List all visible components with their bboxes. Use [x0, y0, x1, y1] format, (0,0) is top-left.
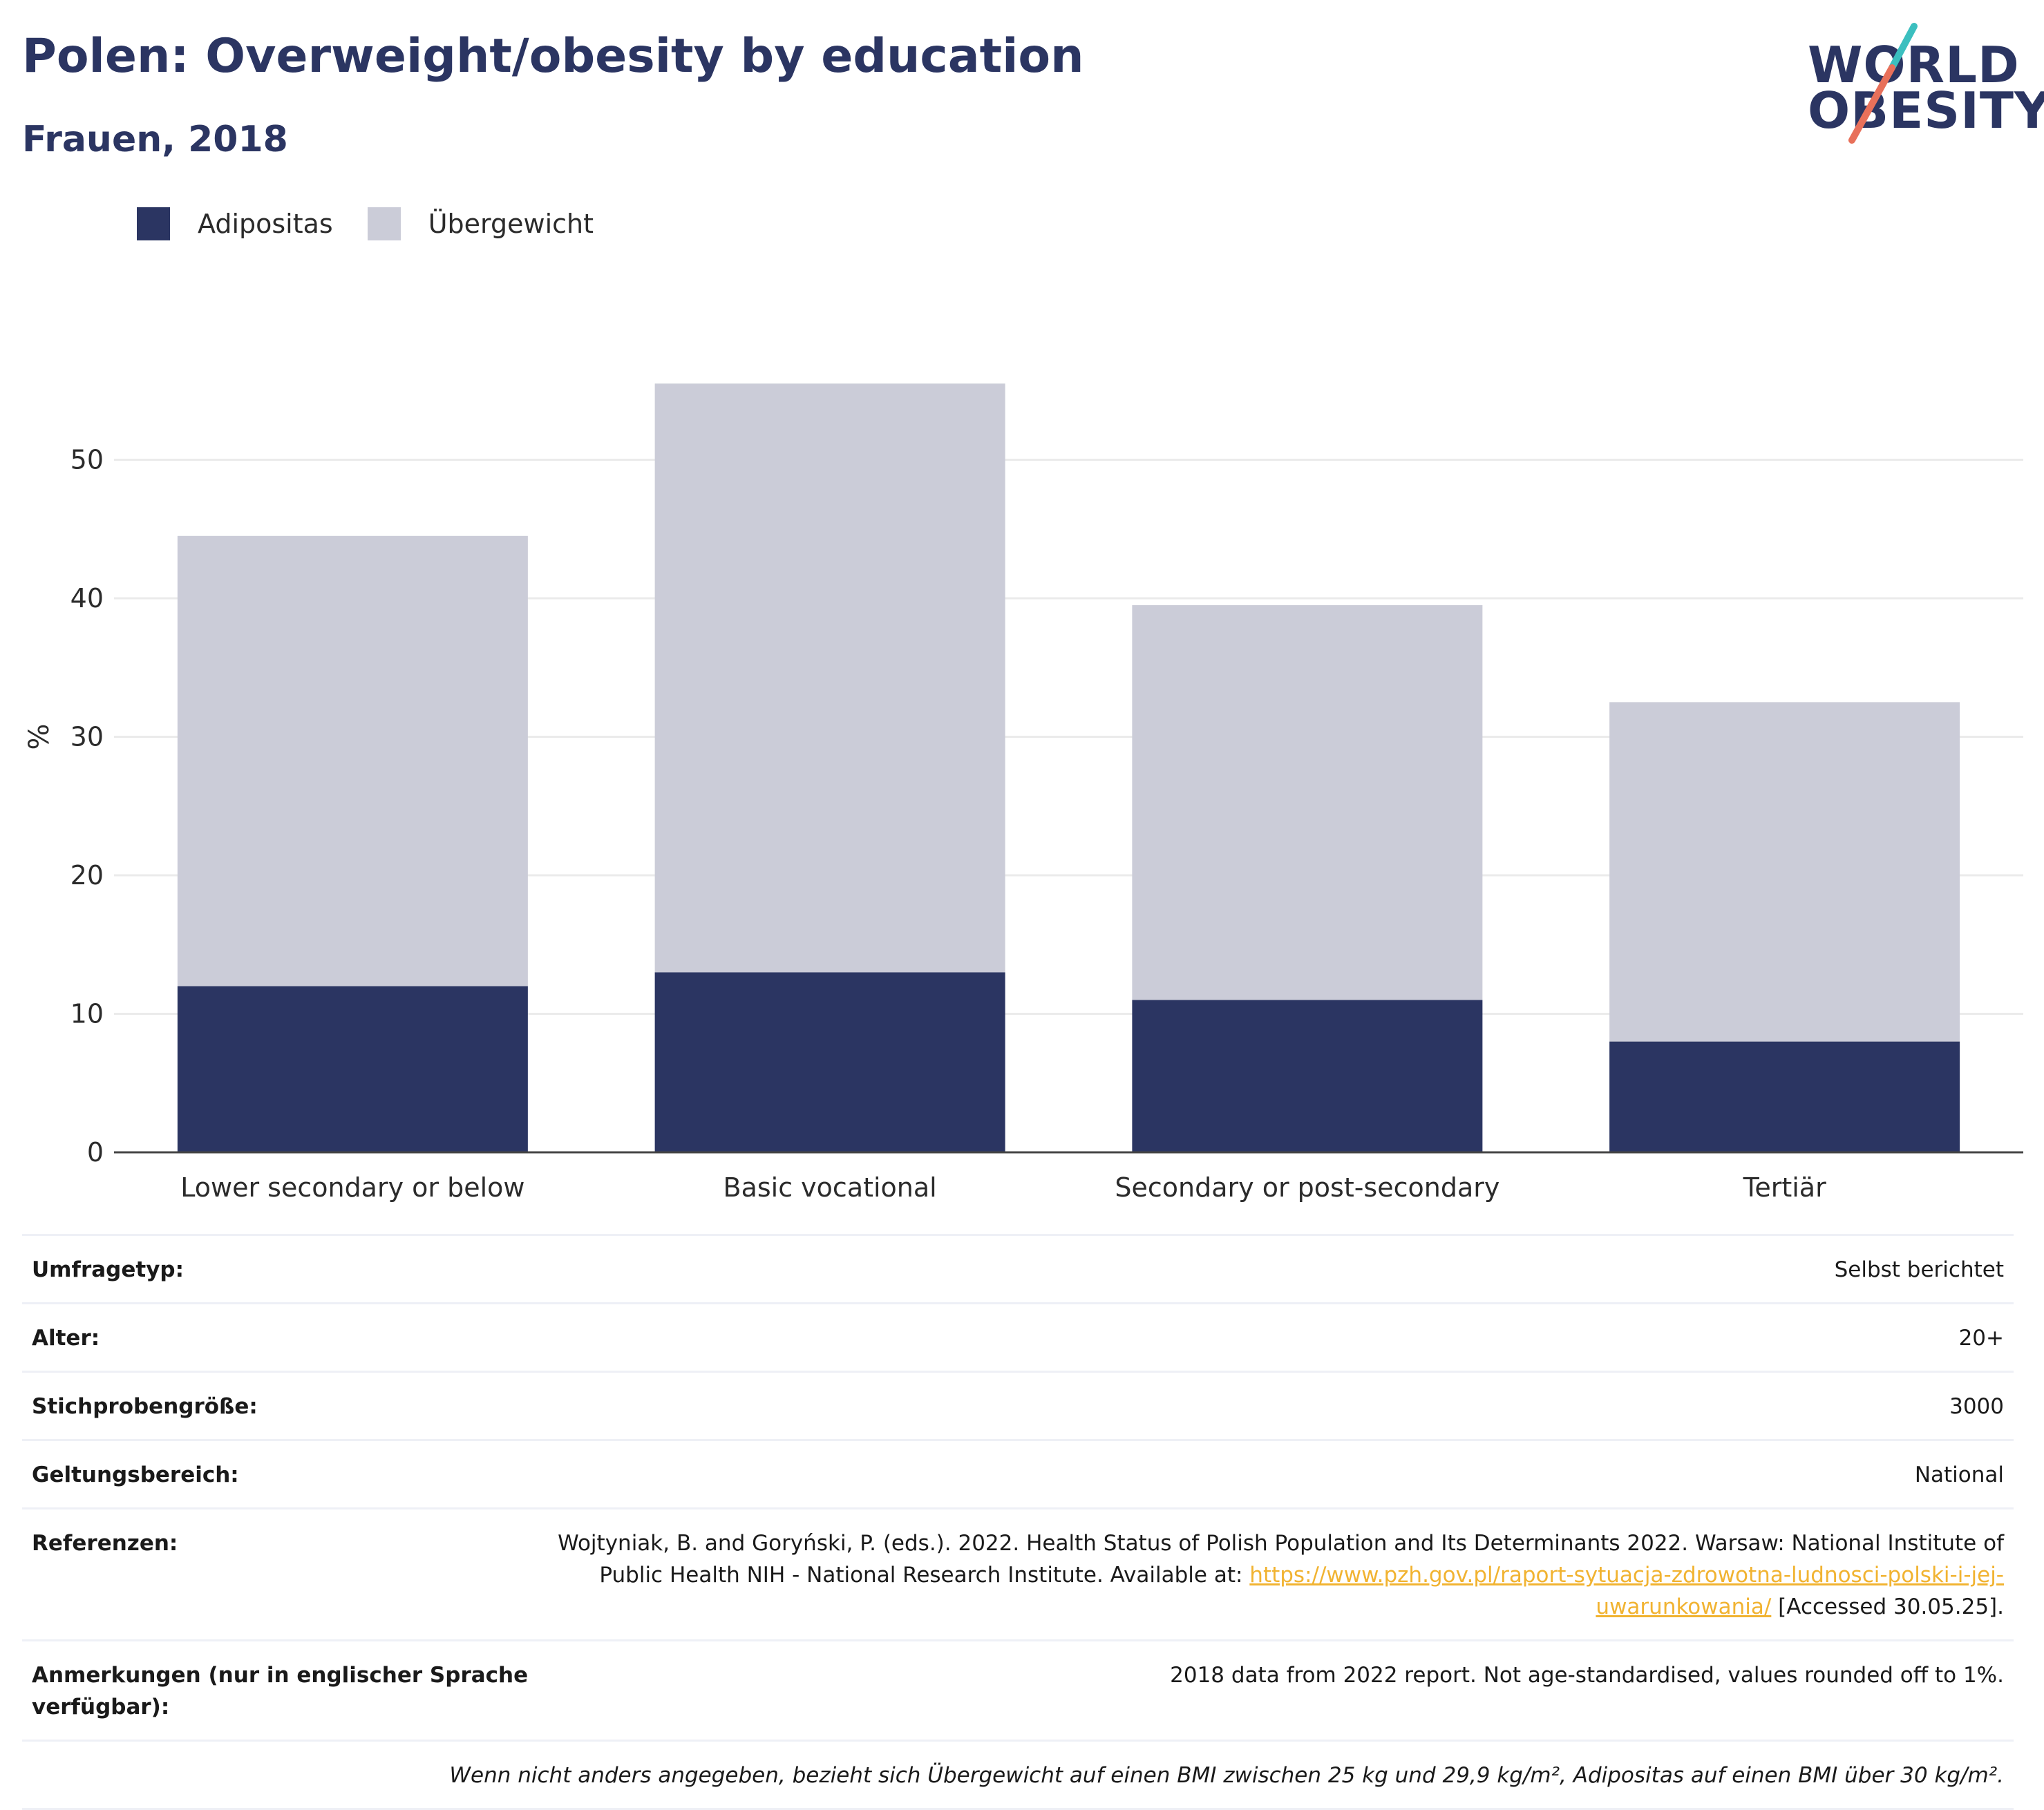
- logo-word-world: WORLD: [1808, 36, 2020, 94]
- legend-item-uebergewicht[interactable]: Übergewicht: [367, 207, 594, 240]
- chart-legend: Adipositas Übergewicht: [137, 202, 628, 246]
- reference-link[interactable]: https://www.pzh.gov.pl/raport-sytuacja-z…: [1249, 1563, 2004, 1619]
- logo-slash-icon: [1848, 23, 1918, 144]
- meta-key: Geltungsbereich:: [32, 1463, 239, 1487]
- meta-row-sample-size: Stichprobengröße: 3000: [22, 1373, 2014, 1441]
- bar-adipositas: [1609, 1041, 1960, 1152]
- bar-adipositas: [177, 986, 528, 1152]
- logo-word-obesity: OBESITY: [1808, 82, 2044, 140]
- y-tick-label: 40: [70, 583, 104, 613]
- meta-key: Anmerkungen (nur in englischer Sprache v…: [32, 1663, 529, 1720]
- meta-key: Stichprobengröße:: [32, 1394, 258, 1419]
- x-tick-label: Secondary or post-secondary: [1115, 1172, 1499, 1203]
- meta-row-notes: Anmerkungen (nur in englischer Sprache v…: [22, 1641, 2014, 1742]
- meta-key: Alter:: [32, 1326, 100, 1351]
- legend-swatch-uebergewicht: [367, 207, 401, 240]
- y-tick-label: 0: [87, 1137, 104, 1168]
- meta-value: 2018 data from 2022 report. Not age-stan…: [1170, 1663, 2004, 1688]
- meta-key: Referenzen:: [32, 1531, 178, 1556]
- meta-value: Selbst berichtet: [1834, 1257, 2004, 1282]
- meta-row-survey-type: Umfragetyp: Selbst berichtet: [22, 1236, 2014, 1304]
- legend-label-adipositas: Adipositas: [198, 209, 333, 239]
- meta-value: 20+: [1958, 1326, 2004, 1351]
- reference-accessed: [Accessed 30.05.25].: [1771, 1594, 2004, 1619]
- world-obesity-logo[interactable]: WORLD OBESITY: [1797, 19, 2044, 151]
- bar-uebergewicht: [654, 383, 1005, 973]
- legend-item-adipositas[interactable]: Adipositas: [137, 207, 333, 240]
- reference-text: Wojtyniak, B. and Goryński, P. (eds.). 2…: [558, 1531, 2004, 1588]
- bar-adipositas: [1132, 1000, 1483, 1152]
- bar-adipositas: [654, 972, 1005, 1152]
- meta-value: National: [1914, 1463, 2004, 1487]
- meta-row-scope: Geltungsbereich: National: [22, 1441, 2014, 1509]
- y-tick-label: 10: [70, 999, 104, 1029]
- metadata-table: Umfragetyp: Selbst berichtet Alter: 20+ …: [22, 1234, 2014, 1810]
- legend-swatch-adipositas: [137, 207, 170, 240]
- legend-label-uebergewicht: Übergewicht: [428, 209, 594, 239]
- x-tick-label: Tertiär: [1743, 1172, 1827, 1203]
- page-subtitle: Frauen, 2018: [22, 119, 288, 160]
- bar-uebergewicht: [1609, 702, 1960, 1042]
- y-axis-title: %: [23, 723, 55, 750]
- x-tick-label: Basic vocational: [723, 1172, 937, 1203]
- bar-uebergewicht: [1132, 605, 1483, 1000]
- meta-value: 3000: [1949, 1394, 2004, 1419]
- bmi-footnote: Wenn nicht anders angegeben, bezieht sic…: [22, 1742, 2014, 1810]
- y-tick-label: 50: [70, 445, 104, 475]
- meta-value-reference: Wojtyniak, B. and Goryński, P. (eds.). 2…: [557, 1527, 2004, 1623]
- x-tick-label: Lower secondary or below: [180, 1172, 524, 1203]
- bar-uebergewicht: [177, 535, 528, 987]
- y-tick-label: 30: [70, 722, 104, 752]
- page-title: Polen: Overweight/obesity by education: [22, 29, 1084, 84]
- meta-row-age: Alter: 20+: [22, 1304, 2014, 1373]
- stacked-bar-chart: 0 10 20 30 40 50% Lower secondary or below Basi…: [23, 383, 2023, 1203]
- meta-key: Umfragetyp:: [32, 1257, 184, 1282]
- y-tick-label: 20: [70, 860, 104, 890]
- meta-row-references: Referenzen: Wojtyniak, B. and Goryński, …: [22, 1509, 2014, 1641]
